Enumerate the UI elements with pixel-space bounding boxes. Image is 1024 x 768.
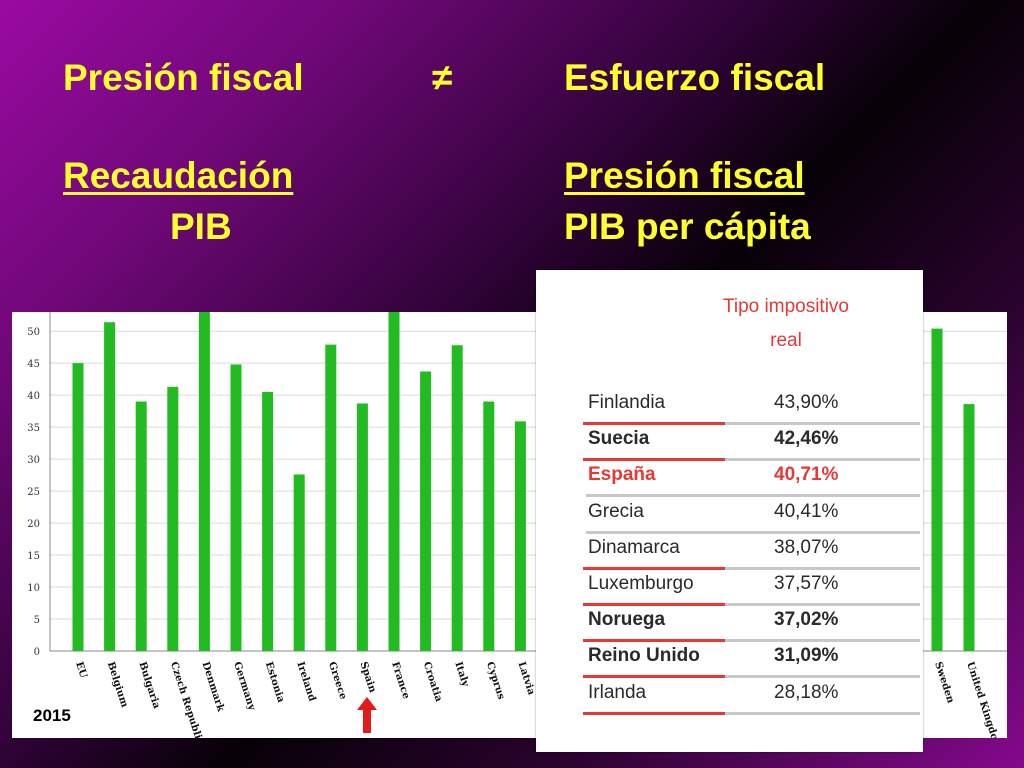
bar-sweden	[931, 328, 943, 651]
table-row: Luxemburgo 37,57%	[586, 567, 920, 606]
x-tick-label: Spain	[358, 661, 379, 695]
x-tick-label: Italy	[452, 661, 471, 690]
effective-tax-rate: 38,07%	[774, 536, 839, 558]
x-tick-label: Greece	[326, 661, 349, 701]
effective-tax-rate: 40,41%	[774, 500, 839, 522]
bar-italy	[451, 345, 463, 651]
table-row: Dinamarca 38,07%	[586, 531, 920, 570]
country-name: Irlanda	[588, 681, 647, 703]
country-name: Dinamarca	[588, 536, 680, 558]
x-tick-label: Sweden	[932, 661, 956, 706]
country-name: Grecia	[588, 500, 644, 522]
formula-left-numerator: Recaudación	[63, 155, 294, 196]
table-row: Irlanda 28,18%	[586, 676, 920, 715]
x-tick-label: Bulgaria	[136, 661, 162, 711]
bar-chart-svg: 0 5 10 15 20 25 30 35 40 45 50 EU Belgium Bulgaria Cze…	[27, 312, 538, 738]
effective-tax-rate: 37,57%	[774, 573, 839, 594]
bar-united-kingdom	[963, 404, 975, 651]
table-row: Noruega 37,02%	[586, 603, 920, 643]
tax-burden-bar-chart-right-fragment: Sweden United Kingdom	[920, 312, 1007, 738]
y-tick-label: 35	[27, 423, 40, 434]
red-underline	[583, 422, 725, 425]
effective-tax-rate: 28,18%	[774, 681, 839, 703]
table-header-line-1: Tipo impositivo	[722, 296, 849, 317]
table-row: España 40,71%	[586, 458, 920, 498]
effective-tax-rate: 37,02%	[774, 609, 839, 631]
x-tick-label: EU	[73, 661, 89, 680]
bar-belgium	[104, 322, 116, 651]
bar-cyprus	[483, 401, 495, 651]
table-row: Grecia 40,41%	[586, 495, 920, 534]
red-underline	[583, 603, 725, 606]
x-tick-label: Croatia	[421, 661, 444, 704]
red-underline	[583, 675, 725, 679]
bar-spain	[356, 403, 368, 651]
effective-tax-rate: 43,90%	[774, 392, 839, 413]
y-tick-label: 15	[27, 551, 40, 562]
y-tick-label: 40	[27, 391, 40, 402]
year-label: 2015	[33, 706, 71, 725]
bar-estonia	[262, 391, 274, 651]
x-tick-label: Czech Republic	[168, 661, 205, 738]
x-tick-label: Latvia	[516, 661, 537, 697]
x-tick-label: Cyprus	[484, 661, 507, 702]
not-equal-symbol: ≠	[432, 57, 453, 98]
table-row: Reino Unido 31,09%	[586, 639, 920, 679]
country-name: España	[588, 464, 656, 486]
x-tick-label: Germany	[231, 661, 257, 713]
bar-chart-right-svg: Sweden United Kingdom	[920, 328, 1007, 738]
effective-tax-rate: 40,71%	[774, 464, 839, 486]
country-name: Finlandia	[588, 392, 666, 413]
x-tick-label: France	[389, 661, 411, 701]
table-header: Tipo impositivo real	[686, 290, 886, 358]
bar-bulgaria	[135, 401, 147, 651]
bar-france	[388, 312, 400, 651]
tax-burden-bar-chart: 0 5 10 15 20 25 30 35 40 45 50 EU Belgium Bulgaria Cze…	[12, 312, 538, 738]
y-tick-label: 5	[34, 615, 40, 626]
bar-croatia	[420, 371, 432, 651]
x-tick-label: Estonia	[263, 661, 287, 705]
bar-ireland	[293, 474, 305, 651]
formula-left-denominator: PIB	[170, 206, 232, 247]
bar-denmark	[198, 312, 210, 651]
title-esfuerzo-fiscal: Esfuerzo fiscal	[564, 57, 826, 98]
table-row: Finlandia 43,90%	[586, 386, 920, 425]
bar-greece	[325, 344, 337, 651]
y-tick-label: 0	[34, 647, 40, 658]
up-arrow-icon	[357, 697, 377, 733]
effective-tax-rate-table: Tipo impositivo real Finlandia 43,90% Suec…	[536, 270, 923, 752]
title-presion-fiscal: Presión fiscal	[63, 57, 304, 98]
bar-czech-republic	[167, 386, 179, 651]
x-tick-label: Belgium	[105, 661, 130, 710]
y-tick-label: 30	[27, 455, 40, 466]
red-underline	[583, 711, 725, 715]
country-name: Luxemburgo	[588, 573, 694, 594]
y-tick-label: 25	[27, 487, 40, 498]
x-tick-label: Denmark	[200, 661, 227, 714]
red-underline	[583, 566, 725, 570]
red-underline	[583, 458, 725, 462]
red-underline	[583, 639, 725, 643]
y-tick-label: 10	[27, 583, 40, 594]
table-row: Suecia 42,46%	[586, 422, 920, 462]
formula-right-denominator: PIB per cápita	[564, 206, 811, 247]
effective-tax-rate: 42,46%	[774, 428, 839, 450]
y-tick-label: 50	[27, 327, 40, 338]
country-name: Noruega	[588, 609, 666, 631]
table-header-line-2: real	[770, 330, 802, 351]
country-name: Suecia	[588, 428, 650, 450]
y-tick-label: 20	[27, 519, 40, 530]
y-tick-label: 45	[27, 359, 40, 370]
x-tick-label: United Kingdom	[964, 661, 1003, 738]
x-tick-label: Ireland	[294, 661, 317, 703]
bar-germany	[230, 364, 242, 651]
country-name: Reino Unido	[588, 645, 700, 667]
effective-tax-rate: 31,09%	[774, 645, 839, 667]
bar-eu	[72, 363, 84, 651]
bar-latvia	[514, 421, 526, 651]
formula-right-numerator: Presión fiscal	[564, 155, 805, 196]
